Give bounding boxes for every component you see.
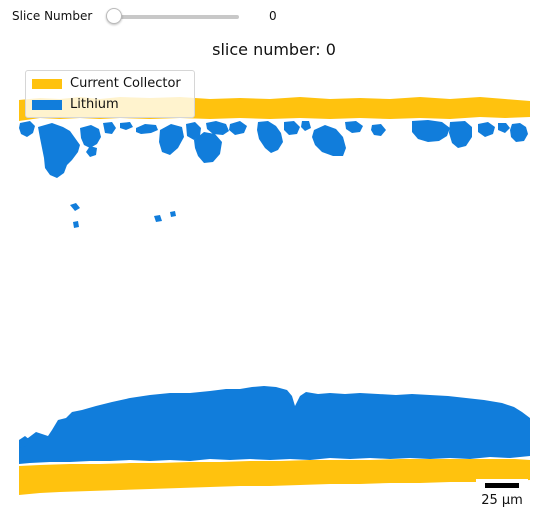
legend-label: Lithium [70,97,119,112]
slider-value: 0 [269,9,277,23]
bottom-lithium-layer [19,386,530,464]
legend-swatch [32,79,62,89]
bottom-current-collector [19,459,530,495]
slice-number-slider[interactable]: Slice Number 0 [12,7,312,27]
scale-bar-label: 25 μm [481,493,523,508]
legend-label: Current Collector [70,76,181,91]
bottom-lithium-edge-bump [19,436,30,448]
scale-bar: 25 μm [476,479,528,511]
slider-track[interactable] [112,15,239,19]
slider-label: Slice Number [12,9,93,23]
legend: Current Collector Lithium [25,70,195,118]
slider-thumb[interactable] [106,8,122,24]
scale-bar-line [485,483,519,488]
legend-swatch [32,100,62,110]
top-lithium-fragments [19,120,528,228]
figure-title: slice number: 0 [212,40,336,59]
